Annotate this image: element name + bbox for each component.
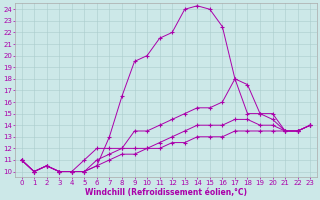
X-axis label: Windchill (Refroidissement éolien,°C): Windchill (Refroidissement éolien,°C) xyxy=(85,188,247,197)
